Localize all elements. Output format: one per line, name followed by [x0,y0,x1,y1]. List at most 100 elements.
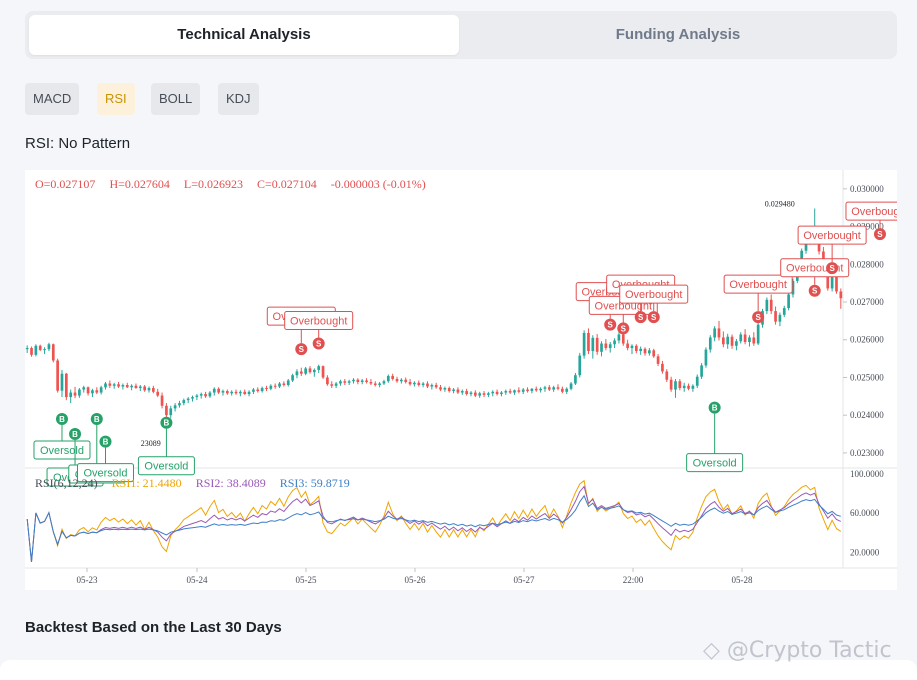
sell-signal-letter: S [651,313,657,322]
candle-body [334,383,338,386]
oversold-label: Oversold [144,461,188,473]
indicator-kdj-button[interactable]: KDJ [218,83,259,115]
chart-container[interactable]: 0.030000 0.029000 0.028000 0.027000 0.026000… [25,170,897,590]
candle-body [739,334,743,342]
candle-body [225,391,229,394]
sell-signal-marker [873,228,886,241]
price-tick-label: 0.025000 [850,372,884,382]
candle-body [513,390,516,393]
tab-technical-analysis[interactable]: Technical Analysis [29,15,459,55]
price-tick-label: 0.028000 [850,259,884,269]
candle-body [165,405,168,416]
candle-body [195,395,199,398]
rsi-tick-label: 100.0000 [850,469,884,479]
candle-body [721,337,725,345]
candle-body [82,387,86,390]
buy-signal-letter: B [164,419,170,428]
candle-body [408,381,412,385]
oversold-label-box [686,453,744,473]
candle-body [678,381,682,389]
candle-body [38,345,42,350]
candle-body [534,388,538,391]
candle-body [265,388,268,390]
indicator-macd-button[interactable]: MACD [25,83,80,115]
candle-body [30,348,33,355]
indicator-boll-button[interactable]: BOLL [151,83,201,115]
overbought-label-box [797,225,867,245]
sell-signal-marker [647,311,660,324]
candle-body [108,383,112,386]
candle-body [700,365,703,377]
candle-body [704,349,708,366]
candle-body [674,381,677,390]
candlestick-chart[interactable]: 0.030000 0.029000 0.028000 0.027000 0.026000… [25,170,897,590]
candle-body [308,368,312,373]
ohlc-low: L=0.026923 [183,177,243,191]
candle-body [456,389,460,393]
candle-body [269,385,273,389]
oversold-label: Oversold [40,445,84,457]
candle-body [291,375,294,381]
candle-body [43,349,46,351]
candle-body [791,280,795,295]
overbought-label: Overbought [625,289,682,301]
candle-body [687,385,690,389]
candle-body [608,344,612,349]
rsi2-value: RSI2: 38.4089 [195,476,266,490]
candle-body [643,348,647,354]
candle-body [312,369,316,373]
buy-signal-letter: B [712,404,718,413]
candle-body [60,373,64,391]
buy-signal-marker [55,412,68,425]
candle-body [552,387,556,390]
candle-body [434,385,438,388]
price-tick-label: 0.030000 [850,184,884,194]
candle-body [517,390,521,392]
candle-body [121,385,125,387]
candle-body [321,366,325,378]
ohlc-high: H=0.027604 [109,177,170,191]
sell-signal-marker [826,262,839,275]
candle-body [730,336,734,346]
candle-body [508,391,512,393]
sell-signal-letter: S [877,230,883,239]
rsi1-value: RSI1: 21.4480 [111,476,182,490]
tab-funding-analysis[interactable]: Funding Analysis [615,26,741,43]
candle-body [452,389,455,392]
candle-body [626,343,629,349]
sell-signal-marker [617,322,630,335]
sell-signal-marker [808,284,821,297]
rsi1-line [26,479,842,563]
min-price-label: 23089 [141,439,161,448]
candle-body [25,348,29,350]
time-tick-label: 05-28 [732,575,753,585]
candle-body [443,388,447,390]
time-tick-label: 05-26 [405,575,426,585]
candle-body [356,379,360,382]
candle-body [117,384,120,387]
indicator-rsi-button[interactable]: RSI [97,83,135,115]
candle-body [347,381,351,383]
candle-body [465,391,468,395]
sell-signal-letter: S [299,345,305,354]
candle-body [695,376,699,386]
candle-body [169,408,173,416]
candle-body [530,388,534,392]
time-tick-label: 22:00 [623,575,644,585]
candle-body [395,378,399,382]
candle-body [765,299,769,312]
price-tick-label: 0.027000 [850,297,884,307]
oversold-label-box [137,456,195,476]
candle-body [839,291,843,299]
overbought-label-box [284,311,354,331]
candle-body [491,391,495,394]
candle-body [539,388,542,391]
candle-body [421,383,425,386]
candle-body [473,392,477,396]
candle-body [574,375,577,384]
candle-body [469,392,473,395]
candle-body [326,377,329,385]
candle-body [835,273,838,292]
max-price-label: 0.029480 [765,199,795,208]
candle-body [708,337,712,350]
